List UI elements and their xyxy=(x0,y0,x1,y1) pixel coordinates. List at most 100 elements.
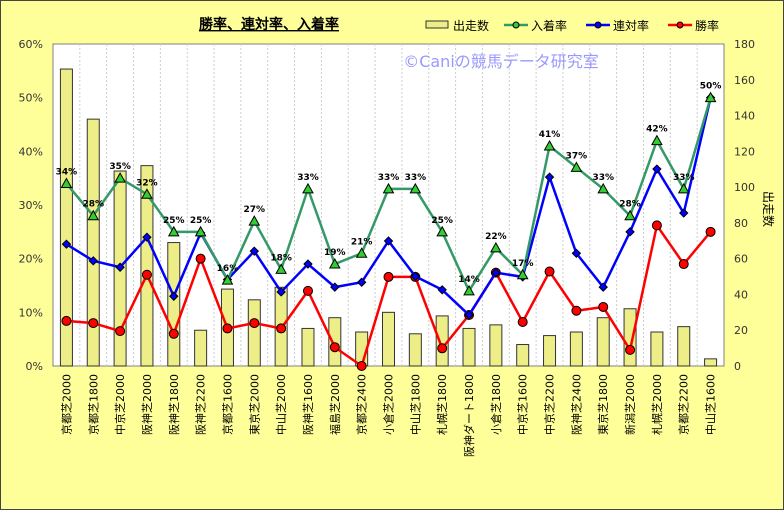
legend-label: 連対率 xyxy=(613,18,649,33)
data-label: 22% xyxy=(485,232,507,242)
marker-入着率 xyxy=(704,91,717,103)
marker-入着率 xyxy=(570,161,583,172)
marker-入着率 xyxy=(651,134,663,146)
y-left-tick-label: 20% xyxy=(19,253,43,266)
data-label: 18% xyxy=(270,253,292,263)
watermark: ©Caniの競馬データ研究室 xyxy=(403,52,599,71)
marker-入着率 xyxy=(516,268,529,280)
x-tick-label: 札幌芝1800 xyxy=(435,374,449,435)
bar-阪神芝2000 xyxy=(140,165,154,367)
legend-label: 入着率 xyxy=(531,18,567,33)
bar-京都芝2000 xyxy=(59,68,73,367)
marker-連対率 xyxy=(249,246,260,256)
marker-入着率 xyxy=(60,177,73,189)
data-label: 17% xyxy=(512,259,534,269)
bar-阪神芝1800 xyxy=(167,242,181,367)
x-tick-label: 中京芝1600 xyxy=(516,374,530,435)
marker-入着率 xyxy=(409,182,422,194)
y-left-tick-label: 10% xyxy=(19,306,43,319)
marker-勝率 xyxy=(276,323,287,334)
data-label: 28% xyxy=(82,200,104,210)
marker-連対率 xyxy=(464,310,474,320)
bar-中京芝2200 xyxy=(543,335,557,367)
legend-swatch-出走数 xyxy=(425,20,449,29)
marker-連対率 xyxy=(598,282,608,292)
marker-連対率 xyxy=(679,208,689,218)
marker-入着率 xyxy=(355,247,368,258)
x-tick-label: 阪神芝2000 xyxy=(140,374,154,435)
marker-連対率 xyxy=(652,164,662,174)
y-right-axis-title: 出走数 xyxy=(761,191,776,227)
bar-阪神芝2400 xyxy=(569,331,583,367)
legend-marker-勝率 xyxy=(676,21,684,29)
data-label: 27% xyxy=(244,205,266,215)
x-tick-label: 阪神芝2400 xyxy=(569,374,583,435)
y-left-tick-label: 30% xyxy=(19,199,43,212)
marker-入着率 xyxy=(248,215,261,226)
bar-中山芝1800 xyxy=(408,333,422,367)
marker-勝率 xyxy=(88,318,99,329)
marker-入着率 xyxy=(677,182,690,194)
bar-阪神ダート1800 xyxy=(462,327,476,367)
x-tick-label: 京都芝2000 xyxy=(59,374,73,435)
bar-小倉芝2000 xyxy=(382,311,395,367)
y-right-tick-label: 140 xyxy=(734,110,755,123)
bar-阪神芝2200 xyxy=(194,329,208,367)
y-left-tick-label: 40% xyxy=(19,145,43,158)
x-tick-label: 中山芝2000 xyxy=(275,374,288,435)
data-label: 25% xyxy=(431,216,453,226)
data-label: 33% xyxy=(297,173,319,183)
marker-勝率 xyxy=(302,285,313,296)
bar-小倉芝1800 xyxy=(489,324,503,367)
y-right-tick-label: 120 xyxy=(734,145,755,158)
marker-勝率 xyxy=(329,342,340,353)
y-right-tick-label: 60 xyxy=(734,253,748,266)
data-label: 50% xyxy=(700,82,722,92)
marker-連対率 xyxy=(544,172,555,182)
data-label: 16% xyxy=(217,264,239,274)
marker-連対率 xyxy=(115,262,125,272)
bar-阪神芝1600 xyxy=(301,327,315,367)
marker-入着率 xyxy=(597,182,610,194)
marker-連対率 xyxy=(625,227,635,237)
marker-連対率 xyxy=(303,259,313,269)
marker-勝率 xyxy=(705,226,716,237)
marker-入着率 xyxy=(141,188,153,199)
legend-marker-入着率 xyxy=(512,21,520,29)
marker-勝率 xyxy=(544,266,555,277)
data-label: 32% xyxy=(136,178,158,188)
marker-入着率 xyxy=(328,258,341,269)
marker-勝率 xyxy=(383,271,394,282)
bar-中京芝1600 xyxy=(516,344,530,367)
bar-札幌芝2000 xyxy=(650,331,664,367)
data-label: 33% xyxy=(592,173,614,183)
marker-勝率 xyxy=(141,269,152,280)
legend-marker-連対率 xyxy=(594,21,602,29)
marker-入着率 xyxy=(624,209,636,221)
y-left-tick-label: 50% xyxy=(19,92,43,105)
marker-勝率 xyxy=(517,316,528,327)
y-right-tick-label: 100 xyxy=(734,181,755,194)
y-right-tick-label: 180 xyxy=(734,38,755,51)
marker-入着率 xyxy=(382,182,395,194)
marker-連対率 xyxy=(142,232,152,242)
marker-入着率 xyxy=(87,209,100,221)
marker-勝率 xyxy=(115,326,126,337)
marker-入着率 xyxy=(436,225,449,237)
marker-連対率 xyxy=(61,239,72,249)
x-tick-label: 中山芝1800 xyxy=(409,374,422,435)
marker-勝率 xyxy=(598,301,609,312)
marker-勝率 xyxy=(195,253,206,264)
marker-入着率 xyxy=(463,284,475,296)
marker-連対率 xyxy=(410,271,421,282)
bar-新潟芝2000 xyxy=(623,308,637,367)
x-tick-label: 中京芝2000 xyxy=(113,374,127,435)
marker-連対率 xyxy=(383,236,394,246)
legend-label: 出走数 xyxy=(453,18,489,33)
bar-福島芝2000 xyxy=(328,317,342,367)
data-label: 33% xyxy=(673,173,695,183)
bar-東京芝2000 xyxy=(247,299,261,367)
chart-title: 勝率、連対率、入着率 xyxy=(199,16,339,33)
